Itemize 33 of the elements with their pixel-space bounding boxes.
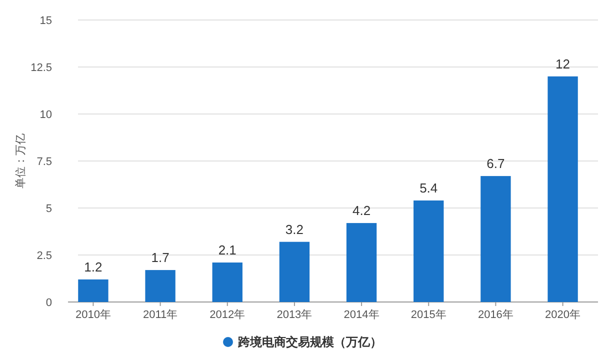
bar [480, 176, 511, 302]
x-tick-label: 2010年 [75, 309, 111, 321]
y-tick-label: 7.5 [36, 156, 52, 168]
bar [212, 262, 242, 302]
y-tick-label: 5 [46, 202, 52, 215]
data-label: 3.2 [285, 222, 304, 237]
bar [414, 200, 444, 302]
data-label: 12 [556, 56, 570, 72]
y-tick-label: 12.5 [30, 62, 52, 74]
legend-label: 跨境电商交易规模（万亿） [237, 335, 382, 349]
bar [346, 223, 377, 302]
data-label: 2.1 [218, 242, 236, 258]
x-tick-label: 2014年 [344, 309, 380, 321]
bar [145, 270, 176, 302]
x-tick-label: 2011年 [142, 309, 178, 321]
data-label: 6.7 [486, 156, 505, 172]
y-tick-label: 2.5 [36, 250, 52, 262]
bar [548, 76, 578, 302]
x-tick-label: 2020年 [545, 309, 581, 321]
y-tick-label: 0 [46, 296, 52, 309]
bar [279, 242, 310, 302]
data-label: 1.2 [84, 259, 102, 274]
data-label: 5.4 [420, 180, 438, 196]
y-tick-label: 15 [40, 14, 52, 27]
y-tick-label: 10 [40, 108, 52, 121]
x-tick-label: 2012年 [210, 309, 246, 321]
data-label: 1.7 [151, 250, 170, 266]
bar [78, 279, 108, 302]
y-axis-title: 单位：万亿 [14, 134, 27, 188]
x-tick-label: 2016年 [478, 309, 514, 321]
x-tick-label: 2015年 [410, 309, 446, 321]
x-tick-label: 2013年 [276, 309, 312, 321]
data-label: 4.2 [352, 203, 371, 218]
